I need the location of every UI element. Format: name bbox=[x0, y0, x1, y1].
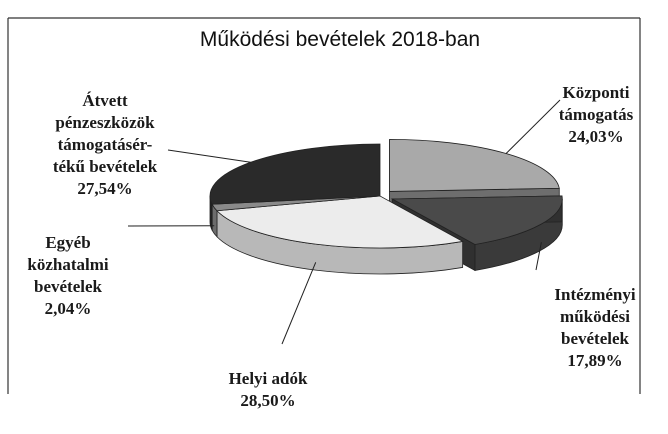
slice-percent: 28,50% bbox=[208, 390, 328, 412]
label-intezmenyi-mukodesi-bevetelek: Intézményi működési bevételek 17,89% bbox=[532, 262, 658, 394]
slice-percent: 24,03% bbox=[536, 126, 656, 148]
label-kozponti-tamogatas: Központi támogatás 24,03% bbox=[536, 60, 656, 170]
slice-name: Átvett pénzeszközök támogatásér- tékű be… bbox=[53, 91, 157, 176]
slice-percent: 17,89% bbox=[532, 350, 658, 372]
chart-title: Működési bevételek 2018-ban bbox=[120, 28, 560, 52]
slice-name: Intézményi működési bevételek bbox=[554, 285, 635, 348]
slice-name: Helyi adók bbox=[229, 369, 308, 388]
label-helyi-adok: Helyi adók 28,50% bbox=[208, 346, 328, 434]
label-atvett-penzeszkozok: Átvett pénzeszközök támogatásér- tékű be… bbox=[20, 68, 190, 222]
label-egyeb-kozhatalmi-bevetelek: Egyéb közhatalmi bevételek 2,04% bbox=[8, 210, 128, 342]
slice-name: Központi támogatás bbox=[559, 83, 634, 124]
slice-percent: 2,04% bbox=[8, 298, 128, 320]
slice-percent: 27,54% bbox=[20, 178, 190, 200]
slice-name: Egyéb közhatalmi bevételek bbox=[27, 233, 108, 296]
